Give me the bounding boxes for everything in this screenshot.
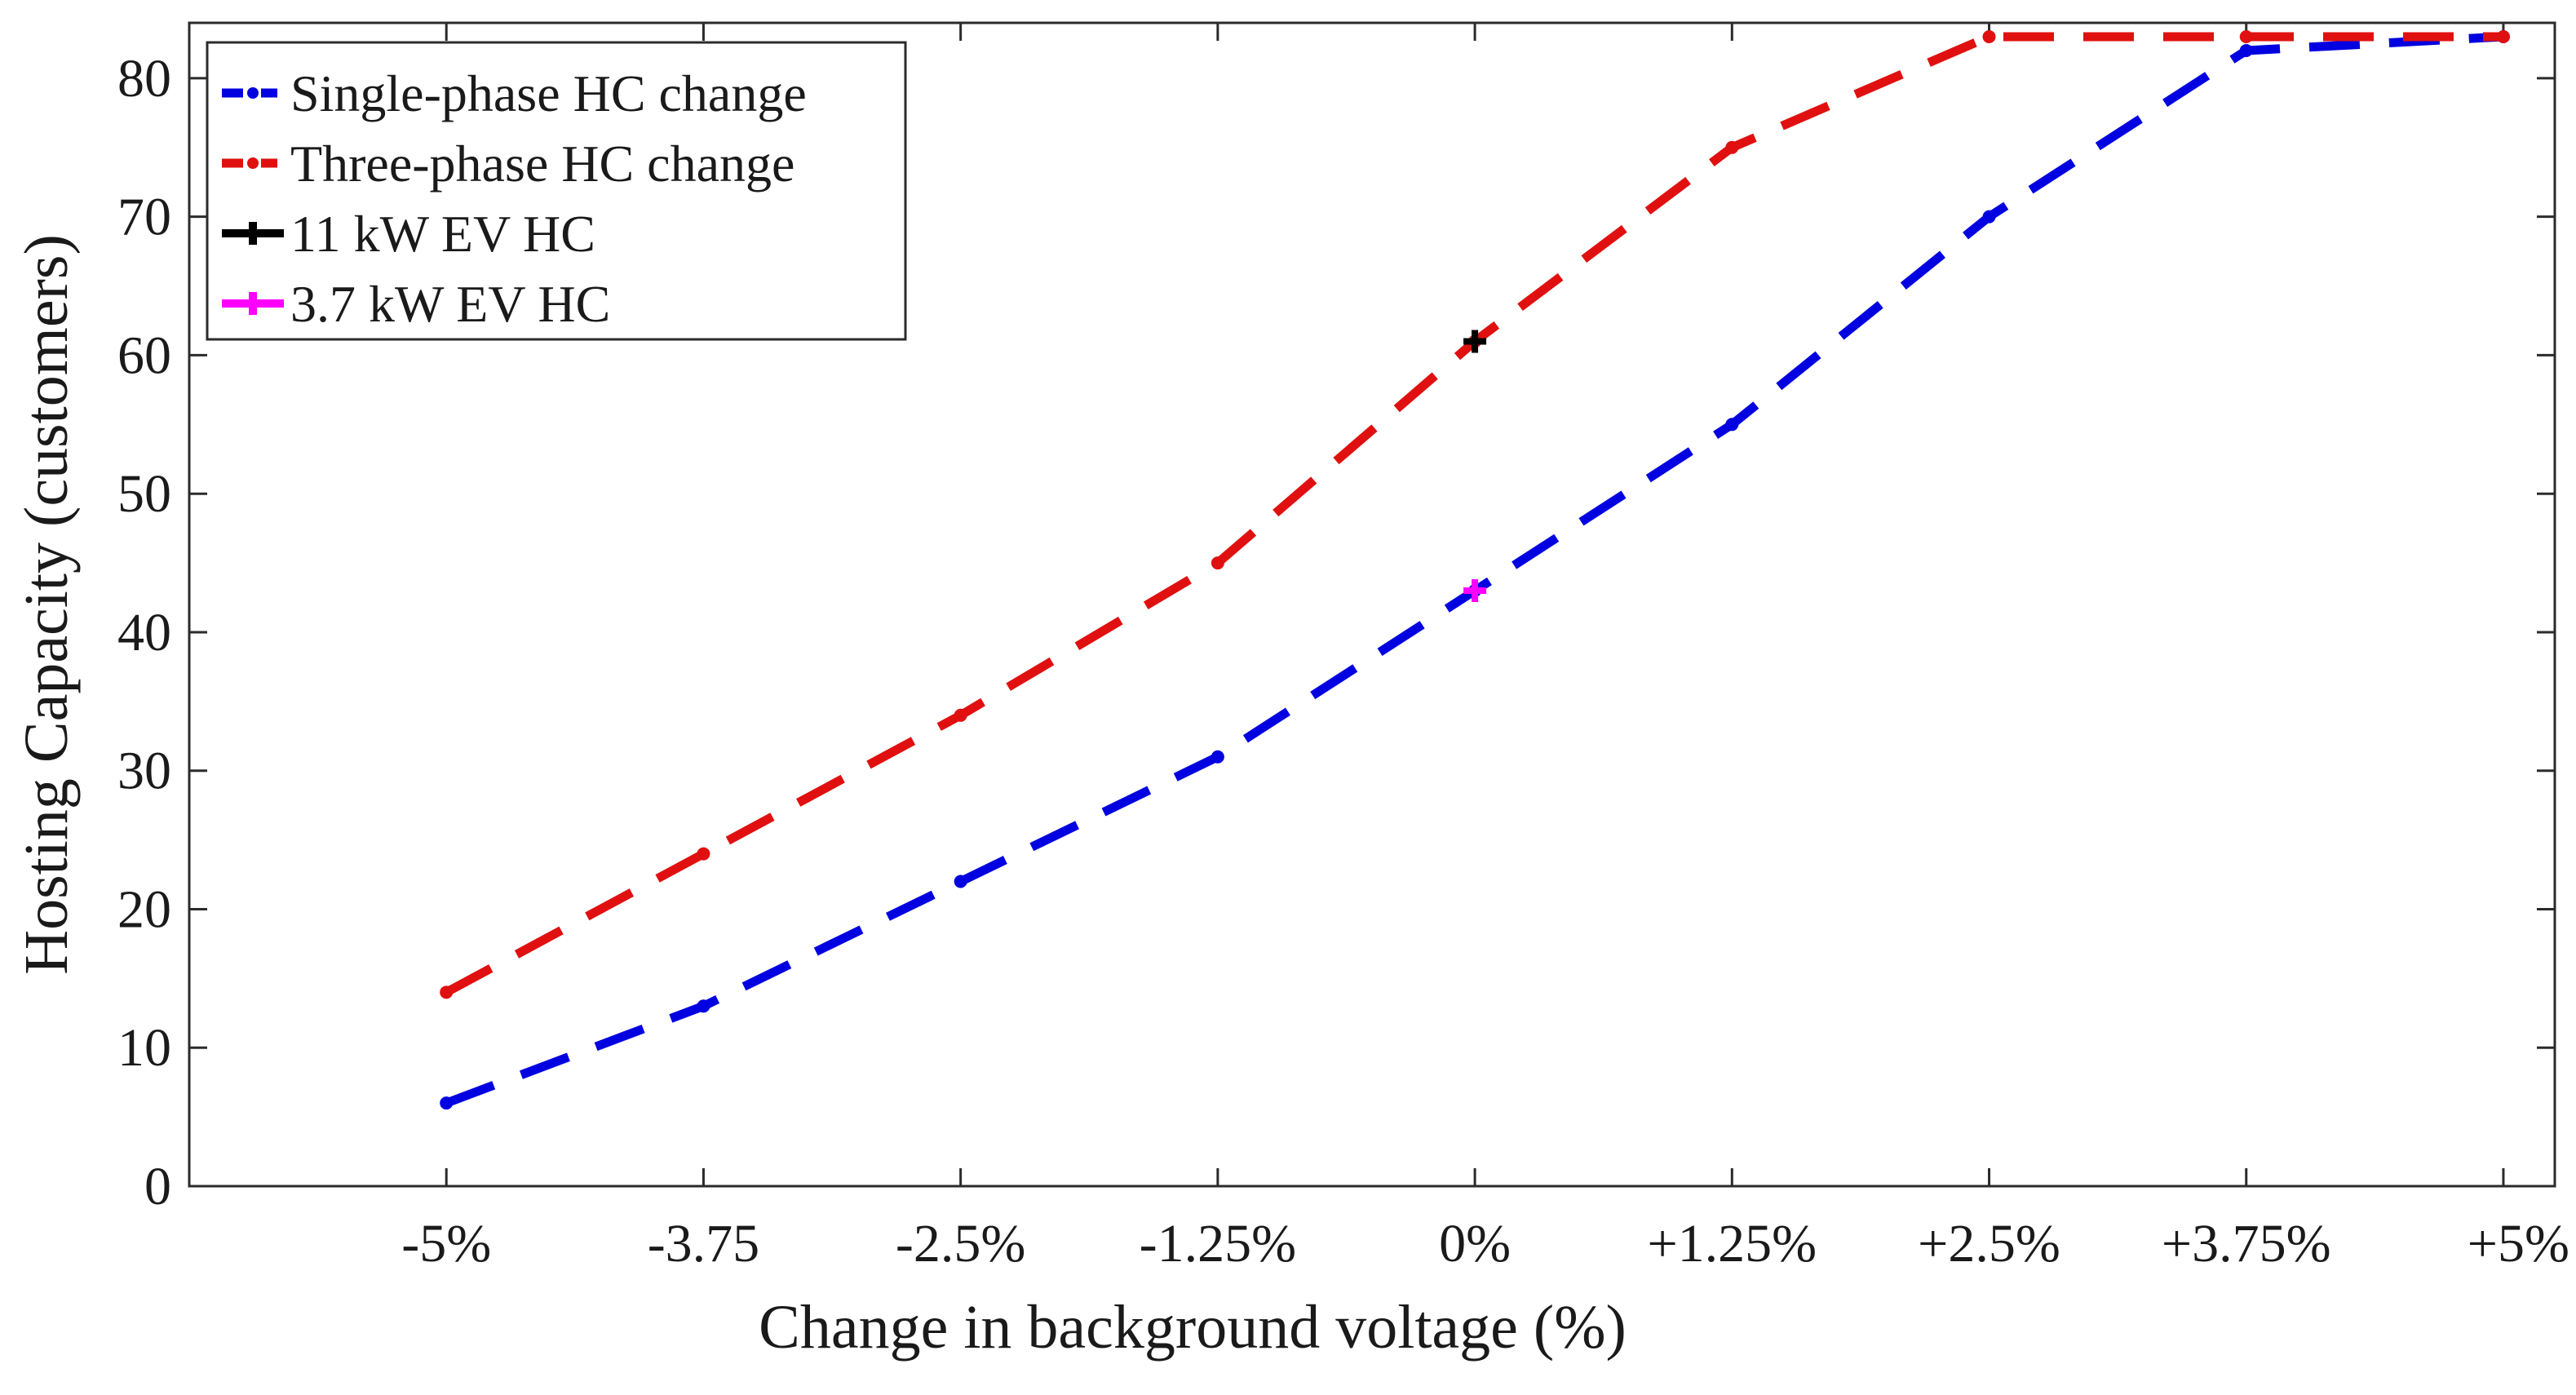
data-point: [2496, 29, 2510, 43]
data-point: [1982, 210, 1996, 224]
y-tick-label: 70: [117, 188, 171, 247]
y-axis-ticks: 0 10 20 30 40 50 60 70 80: [117, 49, 2555, 1216]
y-tick-label: 20: [117, 879, 171, 939]
data-point: [1211, 556, 1224, 570]
data-point: [954, 875, 967, 888]
y-tick-label: 60: [117, 326, 171, 385]
y-axis-label: Hosting Capacity (customers): [12, 234, 81, 975]
points-layer: [1463, 330, 1487, 603]
data-point: [440, 1096, 454, 1110]
legend: Single-phase HC change Three-phase HC cha…: [206, 41, 907, 341]
x-tick-label: -5%: [401, 1214, 491, 1273]
x-tick-label: +1.25%: [1647, 1214, 1817, 1273]
y-tick-label: 30: [117, 742, 171, 801]
legend-swatch-dot: [247, 87, 259, 99]
data-point: [2239, 43, 2253, 57]
x-tick-label: -2.5%: [896, 1214, 1025, 1273]
legend-label: 3.7 kW EV HC: [290, 275, 610, 333]
x-tick-label: +2.5%: [1918, 1214, 2060, 1273]
data-point: [440, 985, 454, 999]
legend-box: [206, 41, 907, 341]
legend-swatch-dot: [247, 157, 259, 169]
legend-label: Three-phase HC change: [290, 135, 794, 193]
data-point: [1982, 29, 1996, 43]
data-point: [1725, 418, 1739, 432]
data-point: [2239, 29, 2253, 43]
x-tick-label: -1.25%: [1140, 1214, 1296, 1273]
data-point: [954, 708, 967, 722]
ev-3-7kw-marker: [1463, 579, 1487, 603]
data-point: [697, 999, 710, 1013]
y-tick-label: 10: [117, 1018, 171, 1078]
data-point: [1725, 140, 1739, 154]
y-tick-label: 0: [144, 1157, 171, 1216]
y-tick-label: 50: [117, 464, 171, 524]
y-tick-label: 40: [117, 603, 171, 662]
x-axis-ticks: -5% -3.75 -2.5% -1.25% 0% +1.25% +2.5% +3.75% +5…: [401, 23, 2569, 1273]
legend-label: 11 kW EV HC: [290, 205, 595, 263]
legend-label: Single-phase HC change: [290, 64, 807, 122]
x-tick-label: +3.75%: [2162, 1214, 2331, 1273]
x-tick-label: +5%: [2468, 1214, 2569, 1273]
y-tick-label: 80: [117, 49, 171, 108]
data-point: [697, 847, 710, 861]
x-tick-label: 0%: [1439, 1214, 1511, 1273]
x-axis-label: Change in background voltage (%): [759, 1293, 1627, 1362]
x-tick-label: -3.75: [648, 1214, 759, 1273]
ev-11kw-marker: [1463, 330, 1487, 353]
data-point: [1211, 750, 1224, 764]
